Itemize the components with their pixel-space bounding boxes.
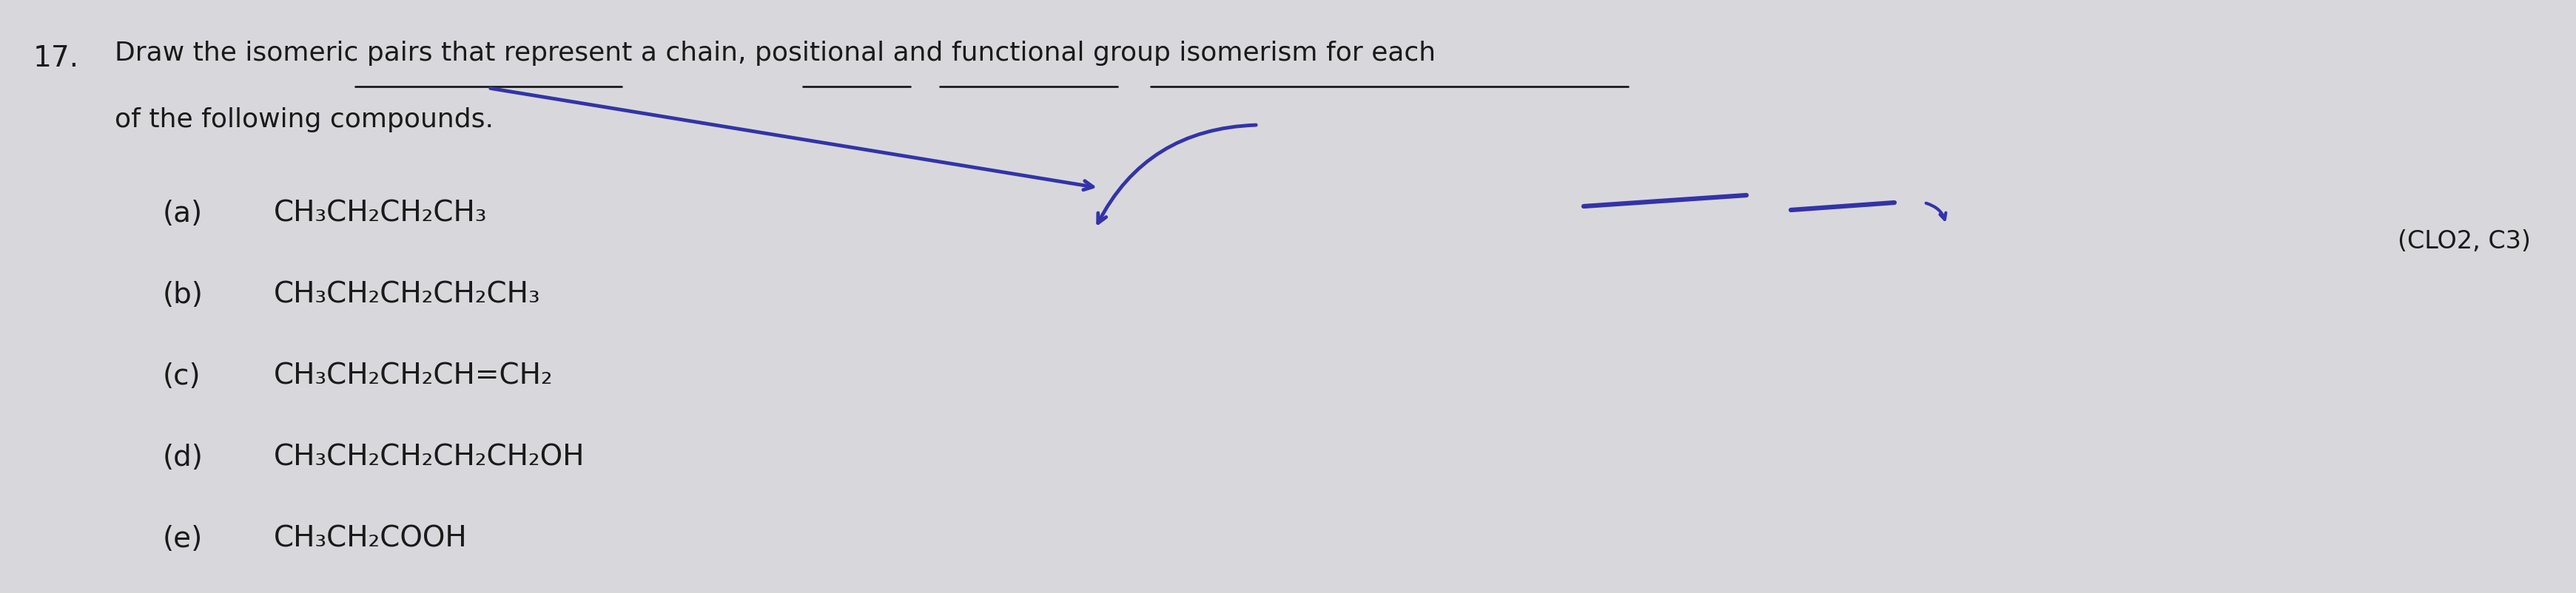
Text: CH₃CH₂CH₂CH₃: CH₃CH₂CH₂CH₃ — [273, 199, 487, 228]
Text: of the following compounds.: of the following compounds. — [116, 107, 495, 132]
Text: (d): (d) — [162, 443, 204, 471]
Text: CH₃CH₂CH₂CH₂CH₂OH: CH₃CH₂CH₂CH₂CH₂OH — [273, 443, 585, 471]
Text: (a): (a) — [162, 199, 204, 228]
Text: CH₃CH₂CH₂CH₂CH₃: CH₃CH₂CH₂CH₂CH₃ — [273, 280, 541, 309]
Text: CH₃CH₂COOH: CH₃CH₂COOH — [273, 524, 466, 553]
Text: (c): (c) — [162, 362, 201, 390]
Text: (b): (b) — [162, 280, 204, 309]
Text: CH₃CH₂CH₂CH=CH₂: CH₃CH₂CH₂CH=CH₂ — [273, 362, 554, 390]
Text: (CLO2, C3): (CLO2, C3) — [2398, 229, 2530, 253]
Text: (e): (e) — [162, 524, 204, 553]
Text: Draw the isomeric pairs that represent a chain, positional and functional group : Draw the isomeric pairs that represent a… — [116, 40, 1435, 66]
Text: 17.: 17. — [33, 44, 80, 72]
